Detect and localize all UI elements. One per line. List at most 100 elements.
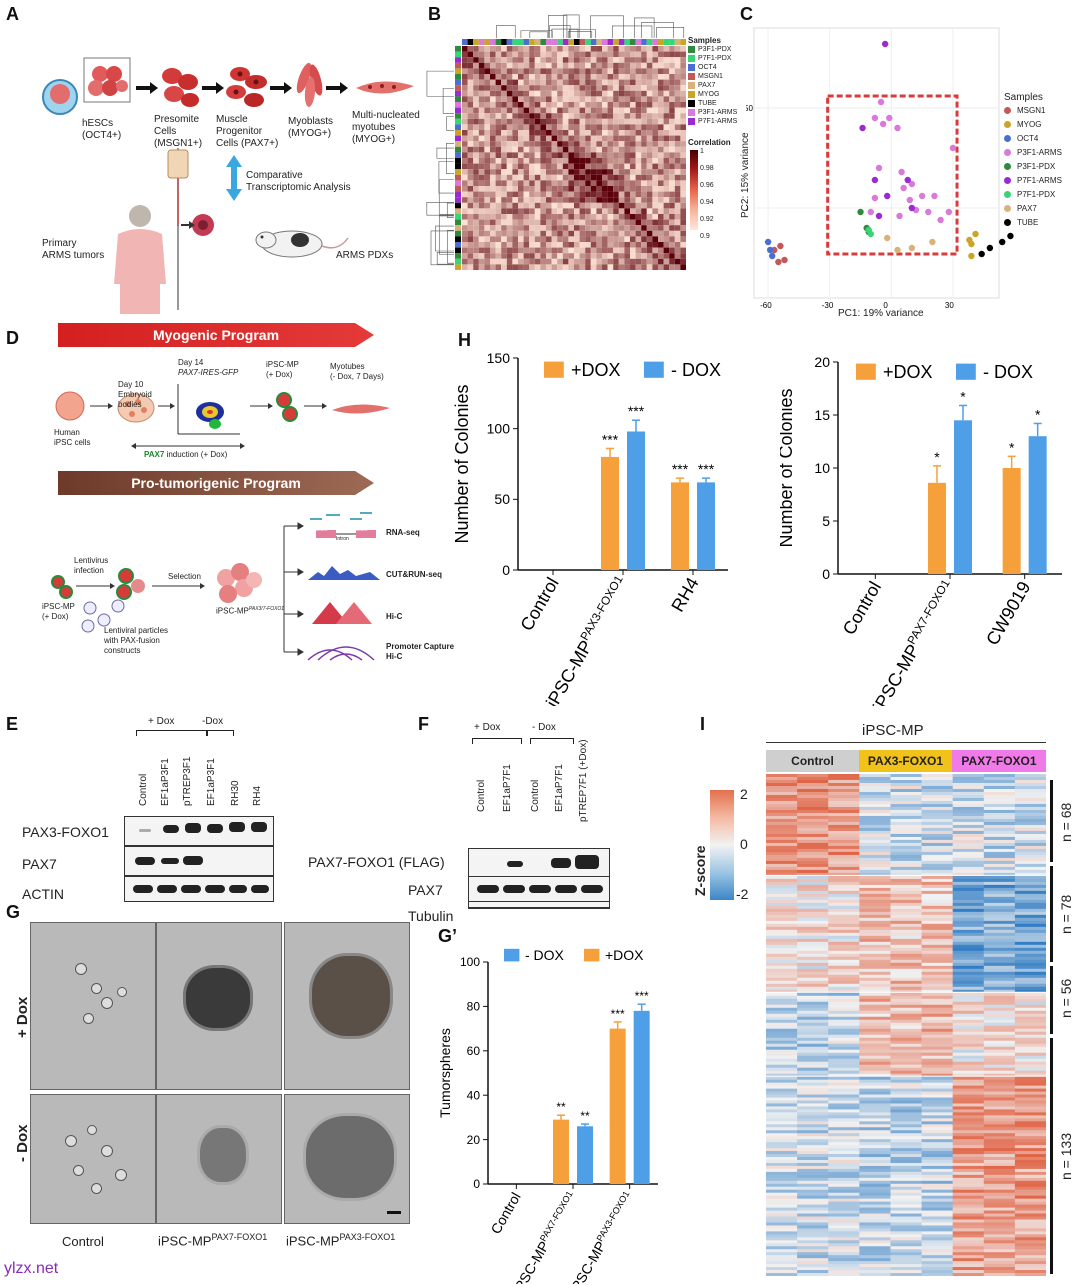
heatmap-cell [952,1210,985,1215]
heatmap-cell [766,797,798,802]
heatmap-cell [859,1207,891,1212]
heatmap-cell [574,208,580,214]
heatmap-cell [766,1019,798,1024]
heatmap-cell [574,74,580,80]
heatmap-cell [1014,1258,1046,1262]
heatmap-cell [828,788,860,793]
heatmap-cell [859,1127,891,1131]
heatmap-cell [613,258,619,265]
heatmap-cell [462,197,468,203]
heatmap-cell [562,90,569,97]
heatmap-cell [557,51,563,58]
panel-b: Samples P3F1-PDX P7F1-PDX OCT4 MSGN1 PAX7 MYO… [420,8,740,318]
heatmap-cell [669,96,675,102]
heatmap-cell [551,113,558,119]
pca-point [766,246,774,254]
heatmap-cell [766,1198,798,1203]
heatmap-cell [859,860,891,865]
heatmap-cell [462,107,468,114]
pca-point [867,230,874,238]
pca-point [875,212,883,220]
heatmap-cell [766,1186,798,1191]
heatmap-cell [797,1213,829,1218]
heatmap-cell [630,113,636,119]
heatmap-cell [557,208,563,214]
heatmap-cell [590,169,597,175]
heatmap-cell [557,169,563,175]
heatmap-cell [590,85,597,91]
heatmap-cell [669,236,675,242]
heatmap-cell [828,1177,860,1182]
heatmap-cell [828,878,860,883]
heatmap-cell [828,1261,860,1265]
e-row-pax3foxo1: PAX3-FOXO1 [22,824,109,840]
heatmap-cell [766,1142,798,1146]
heatmap-cell [921,1118,954,1122]
heatmap-cell [921,1165,954,1170]
heatmap-cell [828,935,860,940]
heatmap-cell [797,1198,829,1203]
heatmap-cell [828,887,860,892]
heatmap-cell [596,113,602,119]
heatmap-cell [473,124,479,130]
bar [627,431,645,570]
heatmap-cell [952,774,985,778]
heatmap-cell [828,1088,860,1093]
heatmap-cell [890,875,923,880]
heatmap-cell [618,174,625,181]
heatmap-cell [1014,1028,1046,1033]
heatmap-cell [579,90,586,97]
heatmap-cell [859,884,891,889]
heatmap-cell [562,146,569,153]
heatmap-cell [652,197,658,203]
heatmap-cell [952,992,985,997]
heatmap-cell [652,74,658,80]
heatmap-cell [890,1219,923,1223]
heatmap-cell [540,113,546,119]
heatmap-cell [952,1180,985,1185]
heatmap-cell [1014,1019,1046,1024]
heatmap-cell [828,1210,860,1215]
heatmap-cell [859,1252,891,1256]
sample-annotation-left [455,135,461,142]
heatmap-cell [921,1079,954,1084]
panel-label-c: C [740,4,753,24]
heatmap-cell [613,208,619,214]
heatmap-cell [890,998,923,1003]
heatmap-cell [859,911,891,916]
heatmap-cell [484,107,490,114]
heatmap-cell [766,1121,798,1125]
heatmap-cell [680,169,686,175]
heatmap-cell [890,1243,923,1247]
heatmap-cell [766,1192,798,1197]
heatmap-cell [534,107,541,114]
correlation-title: Correlation [688,138,731,147]
heatmap-cell [952,1112,985,1116]
heatmap-cell [983,836,1016,841]
heatmap-cell [462,264,468,270]
heatmap-cell [859,1103,891,1107]
heatmap-cell [766,1207,798,1212]
heatmap-cell [669,208,675,214]
heatmap-cell [518,242,524,248]
heatmap-cell [630,152,636,158]
heatmap-cell [828,884,860,889]
sample-annotation-left [455,130,461,136]
heatmap-cell [828,1067,860,1072]
heatmap-cell [890,1052,923,1057]
label-day14: Day 14 [178,358,204,367]
heatmap-cell [859,1112,891,1116]
heatmap-cell [797,1121,829,1125]
pca-legend-item: MYOG [1004,120,1041,129]
heatmap-cell [557,214,563,220]
heatmap-cell [652,242,658,248]
heatmap-cell [607,141,614,147]
heatmap-cell [921,851,954,856]
heatmap-cell [518,62,524,69]
heatmap-cell [1014,1109,1046,1113]
heatmap-cell [674,57,681,63]
sample-annotation-left [455,152,461,158]
heatmap-cell [529,79,535,86]
heatmap-cell [473,208,479,214]
heatmap-cell [952,914,985,919]
